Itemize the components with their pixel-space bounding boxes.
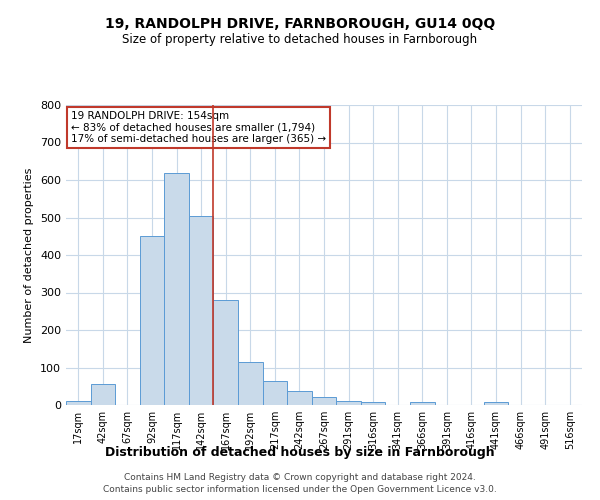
Text: 19, RANDOLPH DRIVE, FARNBOROUGH, GU14 0QQ: 19, RANDOLPH DRIVE, FARNBOROUGH, GU14 0Q… [105, 18, 495, 32]
Bar [484, 402, 508, 405]
Text: Contains HM Land Registry data © Crown copyright and database right 2024.: Contains HM Land Registry data © Crown c… [124, 473, 476, 482]
Bar [287, 391, 312, 405]
Bar [66, 401, 91, 405]
Text: Contains public sector information licensed under the Open Government Licence v3: Contains public sector information licen… [103, 486, 497, 494]
Bar [140, 236, 164, 405]
Text: Distribution of detached houses by size in Farnborough: Distribution of detached houses by size … [105, 446, 495, 459]
Bar [238, 362, 263, 405]
Bar [214, 300, 238, 405]
Text: Size of property relative to detached houses in Farnborough: Size of property relative to detached ho… [122, 32, 478, 46]
Bar [164, 172, 189, 405]
Bar [361, 402, 385, 405]
Bar [263, 380, 287, 405]
Bar [312, 397, 336, 405]
Bar [410, 402, 434, 405]
Y-axis label: Number of detached properties: Number of detached properties [25, 168, 34, 342]
Bar [91, 384, 115, 405]
Bar [336, 401, 361, 405]
Text: 19 RANDOLPH DRIVE: 154sqm
← 83% of detached houses are smaller (1,794)
17% of se: 19 RANDOLPH DRIVE: 154sqm ← 83% of detac… [71, 111, 326, 144]
Bar [189, 216, 214, 405]
